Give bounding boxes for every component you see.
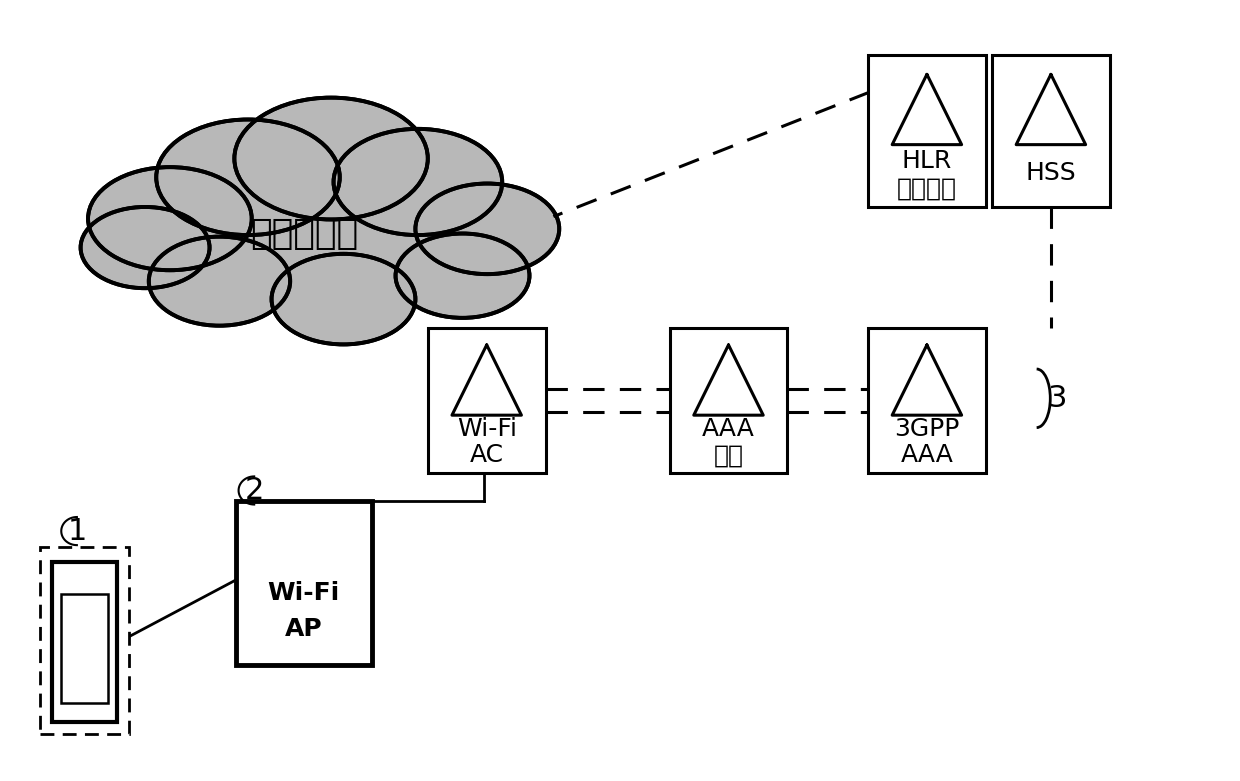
Circle shape: [92, 169, 248, 268]
Circle shape: [153, 239, 286, 323]
Text: 2: 2: [244, 476, 264, 505]
Text: 代理: 代理: [713, 443, 744, 467]
Text: 1: 1: [67, 516, 87, 546]
Text: AP: AP: [285, 617, 322, 641]
Text: AAA: AAA: [702, 417, 755, 441]
Circle shape: [160, 122, 336, 233]
Text: 移动核心网: 移动核心网: [249, 217, 358, 251]
Circle shape: [156, 119, 340, 235]
Bar: [61, 594, 108, 703]
Bar: [52, 562, 117, 722]
Circle shape: [88, 167, 252, 270]
Text: HLR: HLR: [901, 149, 952, 173]
Ellipse shape: [130, 160, 502, 301]
Text: Wi-Fi: Wi-Fi: [268, 581, 340, 605]
Circle shape: [399, 236, 526, 316]
Circle shape: [81, 207, 210, 288]
Circle shape: [275, 256, 412, 342]
Circle shape: [396, 234, 529, 318]
Circle shape: [234, 98, 428, 219]
Circle shape: [149, 237, 290, 326]
Text: AC: AC: [470, 443, 503, 467]
Bar: [868, 328, 986, 473]
Text: 3GPP: 3GPP: [894, 417, 960, 441]
Text: AAA: AAA: [900, 443, 954, 467]
Circle shape: [337, 131, 498, 233]
Text: Wi-Fi: Wi-Fi: [456, 417, 517, 441]
Circle shape: [238, 100, 424, 217]
Text: 鉴权中心: 鉴权中心: [897, 177, 957, 201]
Bar: [670, 328, 787, 473]
Bar: [992, 55, 1110, 207]
Bar: [40, 547, 129, 734]
Circle shape: [84, 209, 206, 286]
Text: 3: 3: [1048, 383, 1068, 413]
Circle shape: [334, 129, 502, 235]
Circle shape: [272, 254, 415, 344]
Bar: [868, 55, 986, 207]
Text: HSS: HSS: [1025, 162, 1076, 185]
Circle shape: [419, 186, 556, 272]
Bar: [236, 501, 372, 665]
Circle shape: [415, 184, 559, 274]
Bar: [428, 328, 546, 473]
